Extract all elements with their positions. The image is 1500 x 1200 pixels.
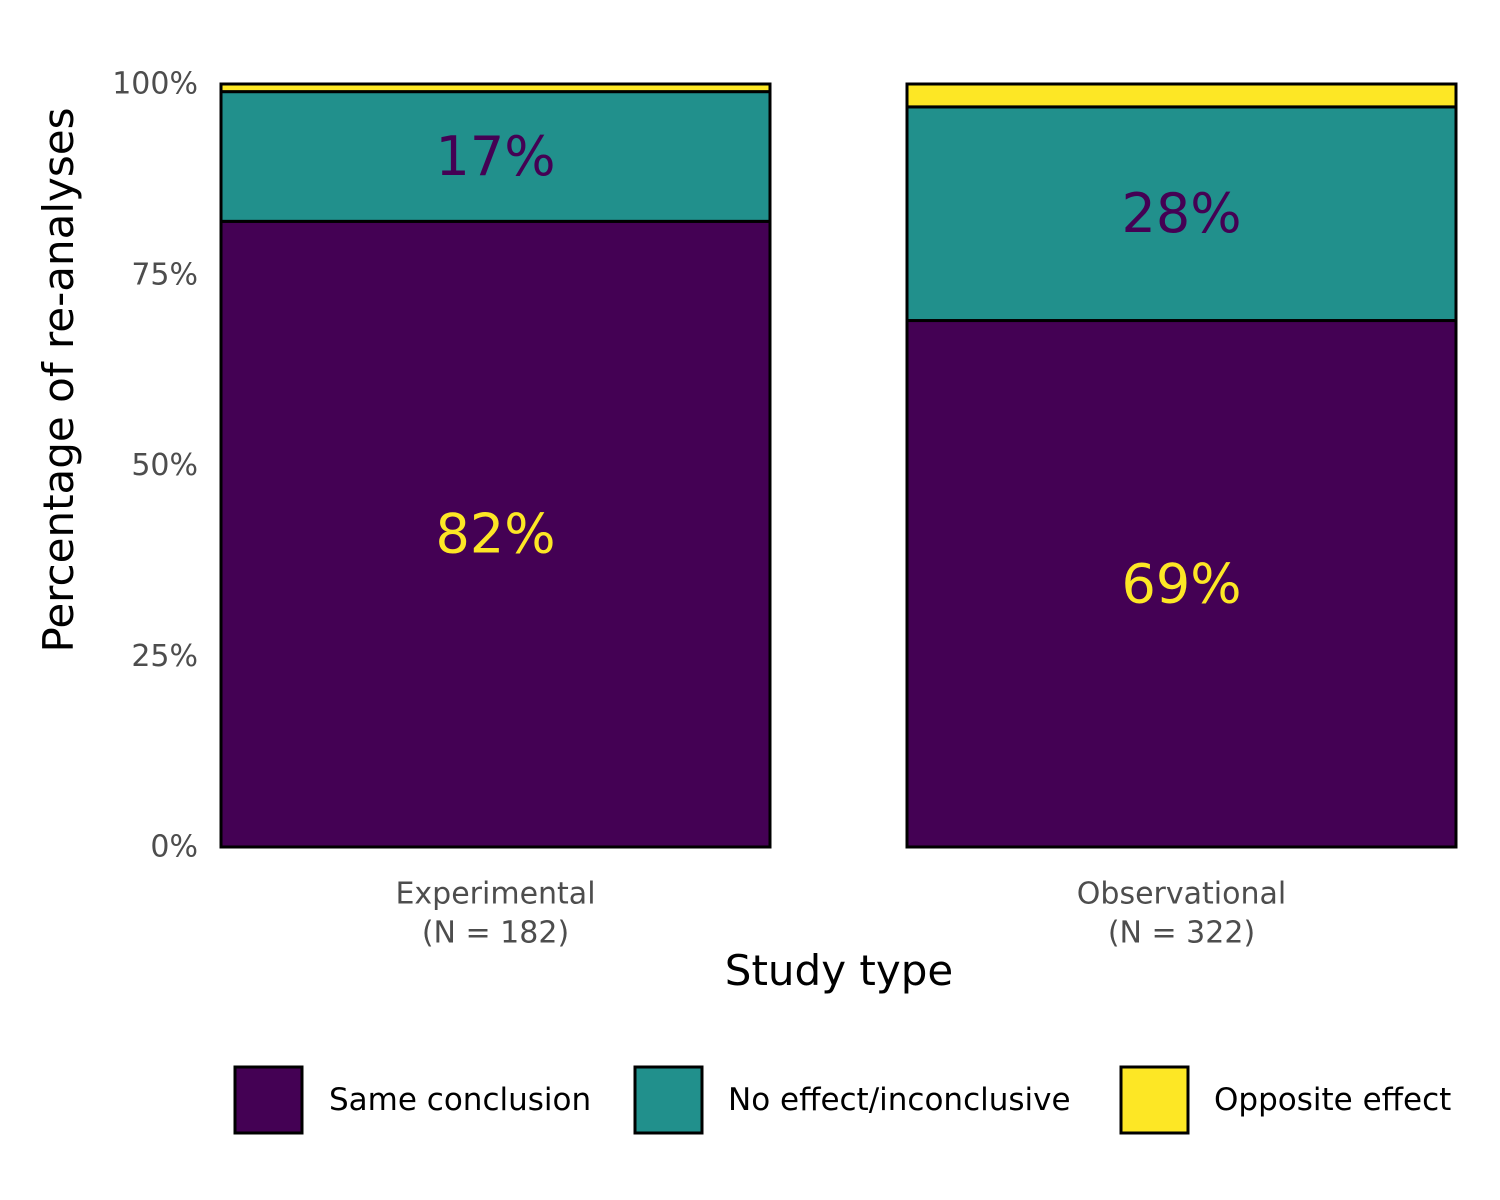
legend-key	[233, 1065, 304, 1135]
legend: Same conclusion No effect/inconclusive Opp…	[233, 1065, 1451, 1135]
bars-group	[219, 82, 1458, 849]
y-axis-title: Percentage of re-analyses	[34, 107, 83, 652]
x-tick-label: Observational	[1077, 877, 1286, 912]
bar-segment	[219, 82, 772, 94]
bar-segment	[905, 82, 1458, 109]
y-tick-label: 100%	[112, 67, 198, 102]
x-tick-label: Experimental	[395, 877, 595, 912]
y-tick-label: 50%	[131, 448, 198, 483]
legend-label: Same conclusion	[329, 1082, 591, 1118]
bar-value-label: 82%	[435, 503, 555, 566]
x-axis-ticks: Experimental (N = 182) Observational (N = 3…	[395, 877, 1286, 951]
bar-labels-group: 82% 17% 69% 28%	[435, 125, 1241, 615]
y-axis-ticks: 0% 25% 50% 75% 100%	[112, 67, 198, 865]
bar-value-label: 69%	[1121, 552, 1241, 615]
x-tick-label: (N = 182)	[422, 916, 569, 951]
legend-label: Opposite effect	[1214, 1082, 1451, 1118]
x-axis-title: Study type	[725, 946, 953, 995]
legend-key	[1119, 1065, 1190, 1135]
bar-value-label: 17%	[435, 125, 555, 188]
y-tick-label: 75%	[131, 257, 198, 292]
y-tick-label: 25%	[131, 639, 198, 674]
legend-label: No effect/inconclusive	[728, 1082, 1071, 1118]
bar-segment	[219, 90, 772, 223]
bar-segment	[905, 105, 1458, 323]
x-tick-label: (N = 322)	[1108, 916, 1255, 951]
bar-value-label: 28%	[1121, 182, 1241, 245]
legend-key	[633, 1065, 704, 1135]
bar-segment	[219, 219, 772, 849]
y-tick-label: 0%	[150, 830, 198, 865]
